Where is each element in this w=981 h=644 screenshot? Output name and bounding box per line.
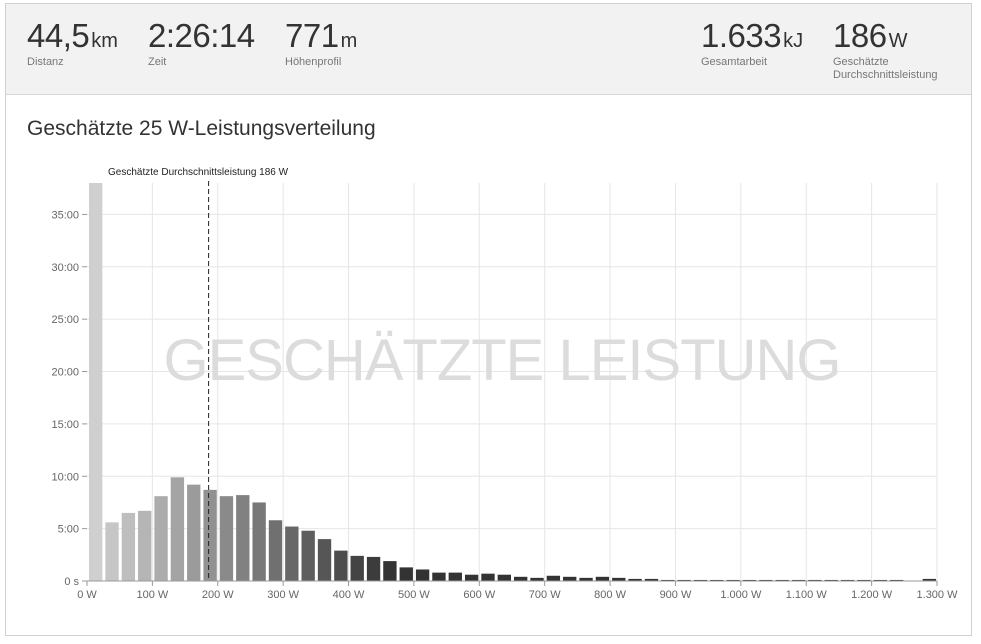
histogram-bar — [350, 555, 364, 581]
stat-unit: W — [888, 30, 908, 52]
x-tick-label: 900 W — [660, 589, 692, 601]
histogram-bar — [203, 489, 217, 581]
histogram-bar — [612, 577, 626, 581]
stat-value: 44,5 — [27, 17, 90, 54]
histogram-bar — [742, 579, 757, 581]
histogram-bar — [219, 496, 234, 581]
histogram-bar — [236, 495, 250, 581]
y-tick-label: 25:00 — [51, 314, 79, 326]
stat-value: 186 — [833, 17, 887, 54]
histogram-bar — [693, 579, 708, 581]
x-tick-label: 1.300 W — [917, 589, 959, 601]
x-tick-label: 1.100 W — [786, 589, 828, 601]
x-tick-label: 200 W — [202, 589, 234, 601]
histogram-bar — [481, 573, 495, 581]
stat-unit: km — [91, 30, 118, 52]
histogram-bar — [105, 522, 119, 581]
histogram-bar — [268, 520, 283, 581]
histogram-bar — [497, 574, 511, 581]
y-tick-label: 20:00 — [51, 367, 79, 379]
section-title: Geschätzte 25 W-Leistungsverteilung — [27, 117, 376, 140]
histogram-bar — [317, 539, 332, 581]
x-tick-label: 600 W — [463, 589, 495, 601]
histogram-bar — [759, 579, 773, 581]
stat-label: Gesamtarbeit — [701, 56, 768, 68]
histogram-bar — [252, 502, 266, 581]
histogram-bar — [301, 530, 315, 581]
stat-unit: kJ — [783, 30, 804, 52]
average-power-label: Geschätzte Durchschnittsleistung 186 W — [108, 167, 289, 178]
histogram-bar — [89, 183, 103, 581]
histogram-bar — [530, 577, 544, 581]
histogram-bar — [399, 567, 413, 581]
x-tick-label: 400 W — [333, 589, 365, 601]
histogram-bar — [922, 578, 936, 581]
histogram-bar — [448, 572, 462, 581]
histogram-bar — [563, 576, 577, 581]
y-tick-label: 10:00 — [51, 471, 79, 483]
chart-watermark: GESCHÄTZTE LEISTUNG — [163, 328, 840, 393]
stat-time: 2:26:14 Zeit — [148, 18, 257, 69]
x-tick-label: 1.000 W — [720, 589, 762, 601]
stats-bar: 44,5 km Distanz 2:26:14 Zeit 771 m Höhenpr… — [6, 4, 971, 95]
x-tick-label: 300 W — [267, 589, 299, 601]
x-tick-label: 800 W — [594, 589, 626, 601]
histogram-bar — [595, 576, 610, 581]
stat-label: Distanz — [27, 56, 64, 68]
y-tick-label: 30:00 — [51, 262, 79, 274]
histogram-bar — [710, 579, 724, 581]
histogram-bar — [285, 526, 299, 581]
y-tick-label: 0 s — [64, 576, 79, 588]
stat-value: 771 — [285, 17, 339, 54]
histogram-bar — [889, 579, 904, 581]
histogram-bar — [138, 510, 152, 581]
stat-distance: 44,5 km Distanz — [27, 18, 118, 69]
histogram-bar — [840, 579, 855, 581]
histogram-bar — [726, 579, 740, 581]
histogram-bar — [334, 550, 348, 581]
histogram-bar — [546, 575, 561, 581]
stat-label-line2: Durchschnittsleistung — [833, 69, 938, 81]
y-tick-label: 35:00 — [51, 209, 79, 221]
histogram-bar — [121, 512, 136, 581]
histogram-bar — [775, 579, 789, 581]
histogram-bar — [366, 556, 381, 581]
histogram-bar — [824, 579, 838, 581]
stat-value: 2:26:14 — [148, 17, 255, 54]
stat-value: 1.633 — [701, 17, 782, 54]
x-tick-label: 500 W — [398, 589, 430, 601]
histogram-bar — [514, 576, 528, 581]
y-tick-label: 15:00 — [51, 419, 79, 431]
stat-label: Zeit — [148, 56, 167, 68]
histogram-bar — [383, 561, 397, 581]
histogram-bar — [873, 579, 887, 581]
histogram-bar — [154, 496, 168, 581]
stat-label: Geschätzte — [833, 56, 889, 68]
histogram-bar — [644, 578, 659, 581]
stat-unit: m — [340, 30, 358, 52]
histogram-bar — [187, 484, 201, 581]
stat-average-power: 186 W Geschätzte Durchschnittsleistung — [833, 18, 938, 82]
stat-total-work: 1.633 kJ Gesamtarbeit — [701, 18, 803, 69]
histogram-bar — [808, 579, 822, 581]
x-tick-label: 700 W — [529, 589, 561, 601]
histogram-bar — [579, 577, 593, 581]
stat-label: Höhenprofil — [285, 56, 342, 68]
histogram-bar — [432, 572, 446, 581]
histogram-bar — [857, 579, 871, 581]
histogram-bar — [677, 579, 691, 581]
x-tick-label: 0 W — [77, 589, 97, 601]
histogram-bar — [415, 569, 430, 581]
stat-elevation: 771 m Höhenprofil — [285, 18, 357, 69]
x-tick-label: 1.200 W — [851, 589, 893, 601]
histogram-bar — [464, 574, 479, 581]
histogram-bar — [791, 579, 806, 581]
histogram-bar — [628, 578, 642, 581]
histogram-bar — [661, 579, 675, 581]
y-tick-label: 5:00 — [58, 524, 79, 536]
histogram-bar — [170, 477, 185, 581]
x-tick-label: 100 W — [136, 589, 168, 601]
